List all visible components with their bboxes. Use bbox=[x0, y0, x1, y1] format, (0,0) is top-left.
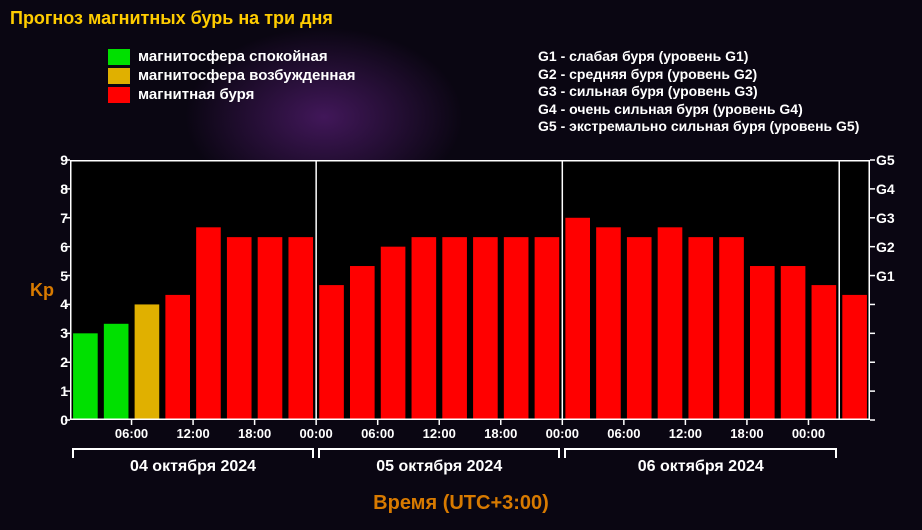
bar bbox=[719, 237, 744, 420]
bar bbox=[165, 295, 190, 420]
x-tick-label: 12:00 bbox=[176, 426, 209, 441]
bar bbox=[473, 237, 498, 420]
x-tick-label: 12:00 bbox=[423, 426, 456, 441]
legend-swatch bbox=[108, 49, 130, 65]
g-tick-label: G5 bbox=[876, 152, 895, 168]
bar bbox=[319, 285, 344, 420]
legend-swatch bbox=[108, 87, 130, 103]
bar bbox=[596, 227, 621, 420]
legend-item-excited: магнитосфера возбужденная bbox=[108, 67, 356, 84]
g-scale-line: G4 - очень сильная буря (уровень G4) bbox=[538, 101, 859, 119]
g-scale-line: G1 - слабая буря (уровень G1) bbox=[538, 48, 859, 66]
x-tick-label: 12:00 bbox=[669, 426, 702, 441]
y-axis-ticks: 0123456789 bbox=[48, 160, 68, 420]
g-scale-line: G5 - экстремально сильная буря (уровень … bbox=[538, 118, 859, 136]
date-band: 04 октября 2024 05 октября 2024 06 октября… bbox=[70, 448, 870, 478]
bar bbox=[227, 237, 252, 420]
x-tick-label: 00:00 bbox=[546, 426, 579, 441]
bar bbox=[658, 227, 683, 420]
date-label: 06 октября 2024 bbox=[638, 458, 764, 476]
legend-item-calm: магнитосфера спокойная bbox=[108, 48, 356, 65]
legend-item-storm: магнитная буря bbox=[108, 86, 356, 103]
legend-swatch bbox=[108, 68, 130, 84]
x-tick-label: 18:00 bbox=[238, 426, 271, 441]
bar bbox=[73, 333, 98, 420]
bar bbox=[442, 237, 467, 420]
bar bbox=[135, 304, 160, 420]
bar bbox=[565, 218, 590, 420]
legend-label: магнитная буря bbox=[138, 86, 254, 103]
bar-chart bbox=[70, 160, 870, 420]
g-tick-label: G2 bbox=[876, 239, 895, 255]
g-scale-line: G3 - сильная буря (уровень G3) bbox=[538, 83, 859, 101]
x-axis-title: Время (UTC+3:00) bbox=[0, 492, 922, 515]
date-label: 04 октября 2024 bbox=[130, 458, 256, 476]
x-tick-label: 18:00 bbox=[730, 426, 763, 441]
bar bbox=[412, 237, 437, 420]
x-tick-label: 06:00 bbox=[607, 426, 640, 441]
bar bbox=[350, 266, 375, 420]
chart-title: Прогноз магнитных бурь на три дня bbox=[10, 8, 333, 29]
g-tick-label: G1 bbox=[876, 268, 895, 284]
bar bbox=[258, 237, 283, 420]
bar bbox=[504, 237, 529, 420]
bar bbox=[104, 324, 129, 420]
bar bbox=[381, 247, 406, 420]
bar bbox=[627, 237, 652, 420]
x-axis-time-labels: 06:00 12:00 18:00 00:00 06:00 12:00 18:00 00:00… bbox=[70, 426, 870, 444]
bar bbox=[750, 266, 775, 420]
bar bbox=[288, 237, 313, 420]
date-label: 05 октября 2024 bbox=[376, 458, 502, 476]
x-tick-label: 06:00 bbox=[361, 426, 394, 441]
bar bbox=[812, 285, 837, 420]
g-scale-description: G1 - слабая буря (уровень G1) G2 - средн… bbox=[538, 48, 859, 136]
g-tick-label: G3 bbox=[876, 210, 895, 226]
legend-label: магнитосфера возбужденная bbox=[138, 67, 356, 84]
legend-label: магнитосфера спокойная bbox=[138, 48, 328, 65]
bar bbox=[842, 295, 867, 420]
g-scale-line: G2 - средняя буря (уровень G2) bbox=[538, 66, 859, 84]
x-tick-label: 18:00 bbox=[484, 426, 517, 441]
bar bbox=[688, 237, 713, 420]
bar bbox=[535, 237, 560, 420]
bar bbox=[781, 266, 806, 420]
legend: магнитосфера спокойная магнитосфера возб… bbox=[108, 48, 356, 105]
x-tick-label: 00:00 bbox=[300, 426, 333, 441]
g-axis-ticks: G1G2G3G4G5 bbox=[876, 160, 906, 420]
x-tick-label: 00:00 bbox=[792, 426, 825, 441]
x-tick-label: 06:00 bbox=[115, 426, 148, 441]
g-tick-label: G4 bbox=[876, 181, 895, 197]
bar bbox=[196, 227, 221, 420]
